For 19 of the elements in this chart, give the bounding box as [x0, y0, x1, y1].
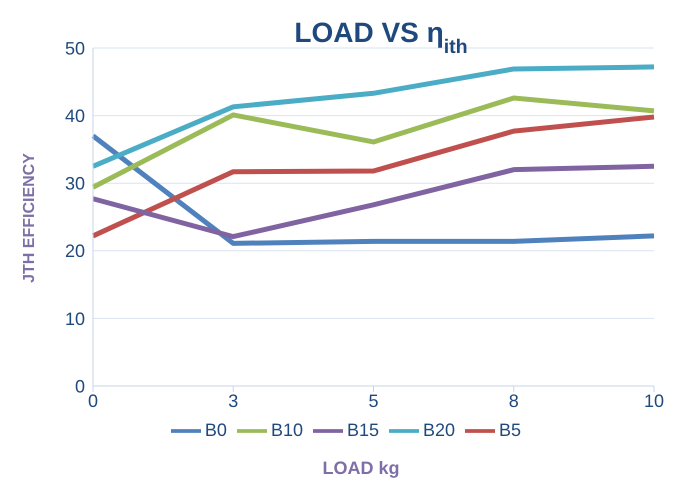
y-tick-label: 40	[64, 106, 85, 126]
y-tick-label: 50	[64, 38, 85, 58]
legend-label: B0	[204, 420, 227, 440]
x-tick-label: 8	[508, 390, 519, 411]
chart-title: LOAD VS η$_{ith}$	[294, 17, 468, 58]
legend-label: B20	[423, 420, 456, 440]
x-tick-label: 5	[368, 390, 379, 411]
legend-label: B15	[346, 420, 380, 440]
x-tick-label: 3	[228, 390, 238, 411]
y-tick-label: 20	[64, 241, 85, 262]
legend-label: B10	[270, 420, 303, 440]
y-tick-label: 30	[64, 174, 85, 194]
y-tick-label: 0	[74, 376, 85, 396]
y-axis-title: JTH EFFICIENCY	[21, 152, 38, 283]
x-tick-label: 0	[88, 390, 98, 411]
x-axis-title: LOAD kg	[322, 458, 400, 478]
y-tick-label: 10	[64, 308, 85, 329]
x-tick-label: 10	[644, 390, 664, 411]
legend-label: B5	[499, 420, 522, 440]
